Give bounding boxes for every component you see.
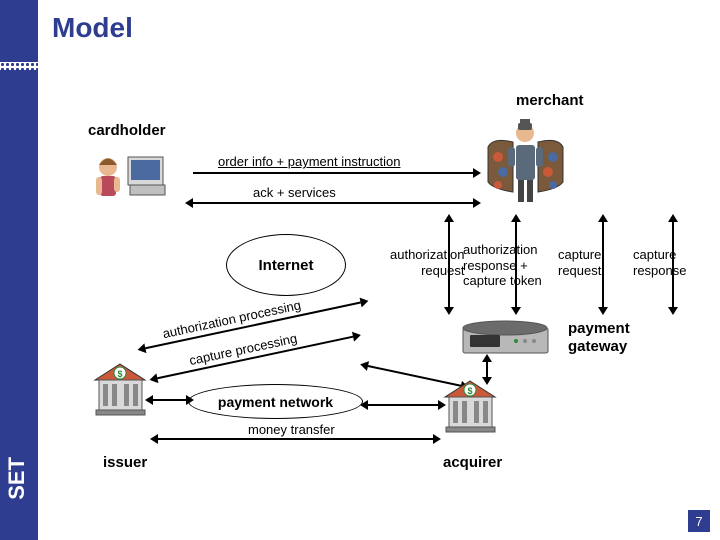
capture-request-label: capture request [558,247,601,278]
page-title: Model [52,12,133,44]
merchant-label: merchant [516,92,584,109]
payment-network-node: payment network [188,384,363,419]
gateway-icon [458,310,553,365]
svg-text:$: $ [117,369,122,379]
sidebar-label: SET [4,457,30,500]
arrow-capture-request [602,222,604,307]
sidebar-top [0,0,38,62]
payment-network-label: payment network [218,394,333,410]
acquirer-icon: $ [443,379,498,439]
internet-label: Internet [258,257,313,274]
merchant-icon [478,117,573,212]
arrow-money-transfer [158,438,433,440]
issuer-label: issuer [103,454,147,471]
arrow-ack-services [193,202,473,204]
ack-services-label: ack + services [253,185,336,200]
issuer-icon: $ [93,362,148,422]
acquirer-label: acquirer [443,454,502,471]
cardholder-label: cardholder [88,122,166,139]
sidebar-dots [0,62,38,70]
arrow-order-info [193,172,473,174]
arrow-network-acquirer [368,404,438,406]
arrow-issuer-network [153,399,186,401]
internet-node: Internet [226,234,346,296]
capture-response-label: capture response [633,247,686,278]
diagram-canvas: cardholder merchant [38,62,720,540]
money-transfer-label: money transfer [248,422,335,437]
payment-gateway-label: payment gateway [568,320,630,356]
arrow-gateway-acquirer [486,362,488,377]
auth-response-label: authorization response + capture token [463,242,542,289]
order-info-label: order info + payment instruction [218,154,400,169]
cardholder-icon [88,147,168,222]
svg-text:$: $ [467,386,472,396]
auth-request-label: authorization request [390,247,464,278]
